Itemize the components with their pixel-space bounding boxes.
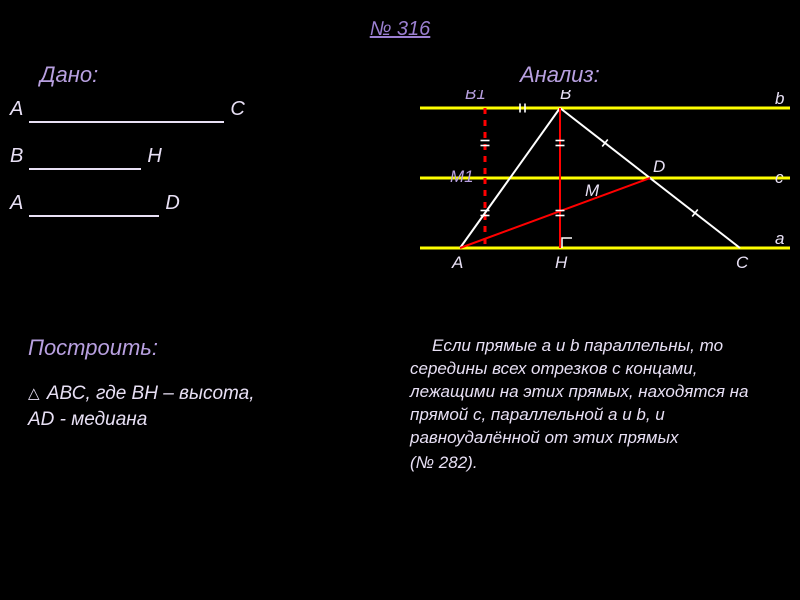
given-segment: АD: [10, 192, 250, 217]
svg-text:М1: М1: [450, 167, 474, 186]
triangle-icon: △: [28, 384, 40, 404]
given-segment: АС: [10, 98, 250, 123]
analysis-diagram: b с a А В С Н М D В1 М1: [420, 90, 790, 280]
svg-text:a: a: [775, 229, 784, 248]
build-section: Построить: △ АВС, где ВН – высота, АD - …: [28, 335, 258, 432]
svg-text:Н: Н: [555, 253, 568, 272]
given-segment: ВН: [10, 145, 250, 170]
analysis-header: Анализ:: [520, 62, 600, 88]
given-header: Дано:: [40, 62, 250, 88]
svg-text:D: D: [653, 157, 665, 176]
svg-text:с: с: [775, 168, 784, 187]
svg-text:С: С: [736, 253, 749, 272]
build-line2: АD - медиана: [28, 409, 147, 430]
theorem-text: Если прямые а и b параллельны, то середи…: [410, 335, 770, 475]
svg-text:М: М: [585, 181, 600, 200]
build-text: △ АВС, где ВН – высота, АD - медиана: [28, 381, 258, 432]
svg-text:А: А: [451, 253, 463, 272]
given-section: Дано: АС ВН АD: [10, 62, 250, 239]
build-line1: АВС, где ВН – высота,: [42, 383, 255, 404]
svg-text:В: В: [560, 90, 571, 103]
svg-text:b: b: [775, 90, 784, 108]
svg-text:В1: В1: [465, 90, 486, 103]
theorem-ref: (№ 282).: [410, 452, 770, 475]
theorem-body: Если прямые а и b параллельны, то середи…: [410, 335, 770, 450]
problem-number-link[interactable]: № 316: [370, 18, 431, 41]
build-header: Построить:: [28, 335, 258, 361]
